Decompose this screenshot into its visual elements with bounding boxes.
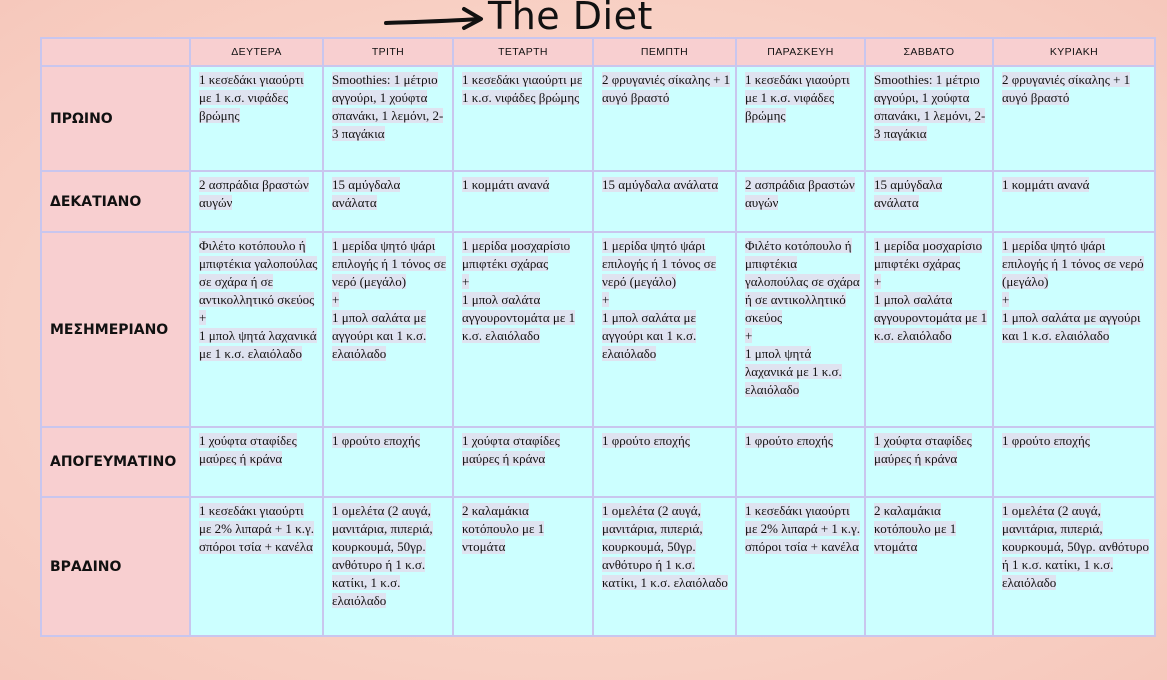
corner-cell (40, 37, 191, 67)
meal-label: ΜΕΣΗΜΕΡΙΑΝΟ (40, 231, 191, 428)
meal-text: 1 μερίδα ψητό ψάρι επιλογής ή 1 τόνος σε… (332, 238, 447, 361)
meal-cell: Φιλέτο κοτόπουλο ή μπιφτέκια γαλοπούλας … (189, 231, 324, 428)
day-header: ΣΑΒΒΑΤΟ (864, 37, 994, 67)
day-header: ΚΥΡΙΑΚΗ (992, 37, 1156, 67)
meal-label: ΔΕΚΑΤΙΑΝΟ (40, 170, 191, 233)
meal-cell: 1 μερίδα μοσχαρίσιο μπιφτέκι σχάρας + 1 … (452, 231, 594, 428)
meal-text: 1 κεσεδάκι γιαούρτι με 2% λιπαρά + 1 κ.γ… (745, 503, 860, 554)
meal-text: 1 ομελέτα (2 αυγά, μανιτάρια, πιπεριά, κ… (602, 503, 728, 590)
meal-text: 1 φρούτο εποχής (1002, 433, 1090, 448)
meal-row-afternoon-snack: ΑΠΟΓΕΥΜΑΤΙΝΟ 1 χούφτα σταφίδες μαύρες ή … (40, 426, 1156, 498)
meal-cell: 1 χούφτα σταφίδες μαύρες ή κράνα (452, 426, 594, 498)
meal-label: ΠΡΩΙΝΟ (40, 65, 191, 172)
meal-cell: 1 κομμάτι ανανά (452, 170, 594, 233)
meal-text: 2 ασπράδια βραστών αυγών (199, 177, 309, 210)
day-header: ΤΡΙΤΗ (322, 37, 454, 67)
meal-text: 1 κεσεδάκι γιαούρτι με 1 κ.σ. νιφάδες βρ… (745, 72, 850, 123)
meal-cell: 1 μερίδα ψητό ψάρι επιλογής ή 1 τόνος σε… (592, 231, 737, 428)
meal-cell: 2 καλαμάκια κοτόπουλο με 1 ντομάτα (864, 496, 994, 637)
meal-text: 1 ομελέτα (2 αυγά, μανιτάρια, πιπεριά, κ… (1002, 503, 1149, 590)
meal-cell: 2 ασπράδια βραστών αυγών (735, 170, 866, 233)
meal-text: 15 αμύγδαλα ανάλατα (874, 177, 943, 210)
meal-row-dinner: ΒΡΑΔΙΝΟ 1 κεσεδάκι γιαούρτι με 2% λιπαρά… (40, 496, 1156, 637)
meal-cell: 1 μερίδα ψητό ψάρι επιλογής ή 1 τόνος σε… (992, 231, 1156, 428)
meal-cell: 2 ασπράδια βραστών αυγών (189, 170, 324, 233)
meal-cell: 1 κεσεδάκι γιαούρτι με 1 κ.σ. νιφάδες βρ… (735, 65, 866, 172)
meal-cell: 1 κεσεδάκι γιαούρτι με 2% λιπαρά + 1 κ.γ… (735, 496, 866, 637)
meal-text: 1 κεσεδάκι γιαούρτι με 1 κ.σ. νιφάδες βρ… (199, 72, 304, 123)
meal-cell: 1 φρούτο εποχής (592, 426, 737, 498)
meal-text: 1 χούφτα σταφίδες μαύρες ή κράνα (874, 433, 972, 466)
day-header: ΠΑΡΑΣΚΕΥΗ (735, 37, 866, 67)
meal-text: 2 φρυγανιές σίκαλης + 1 αυγό βραστό (1002, 72, 1131, 105)
meal-text: 2 καλαμάκια κοτόπουλο με 1 ντομάτα (874, 503, 957, 554)
meal-cell: 1 κεσεδάκι γιαούρτι με 2% λιπαρά + 1 κ.γ… (189, 496, 324, 637)
meal-cell: 15 αμύγδαλα ανάλατα (864, 170, 994, 233)
meal-label: ΒΡΑΔΙΝΟ (40, 496, 191, 637)
meal-text: 1 κεσεδάκι γιαούρτι με 2% λιπαρά + 1 κ.γ… (199, 503, 314, 554)
meal-text: 1 ομελέτα (2 αυγά, μανιτάρια, πιπεριά, κ… (332, 503, 433, 608)
meal-text: 1 φρούτο εποχής (602, 433, 690, 448)
meal-cell: 15 αμύγδαλα ανάλατα (322, 170, 454, 233)
meal-cell: 1 μερίδα ψητό ψάρι επιλογής ή 1 τόνος σε… (322, 231, 454, 428)
meal-cell: 1 χούφτα σταφίδες μαύρες ή κράνα (189, 426, 324, 498)
meal-text: 1 μερίδα ψητό ψάρι επιλογής ή 1 τόνος σε… (1002, 238, 1144, 343)
meal-text: 15 αμύγδαλα ανάλατα (332, 177, 401, 210)
meal-cell: 2 φρυγανιές σίκαλης + 1 αυγό βραστό (992, 65, 1156, 172)
meal-text: 1 χούφτα σταφίδες μαύρες ή κράνα (462, 433, 560, 466)
meal-cell: 15 αμύγδαλα ανάλατα (592, 170, 737, 233)
meal-text: 2 καλαμάκια κοτόπουλο με 1 ντομάτα (462, 503, 545, 554)
diet-table: ΔΕΥΤΕΡΑ ΤΡΙΤΗ ΤΕΤΑΡΤΗ ΠΕΜΠΤΗ ΠΑΡΑΣΚΕΥΗ Σ… (40, 37, 1156, 637)
day-header: ΠΕΜΠΤΗ (592, 37, 737, 67)
meal-cell: 1 ομελέτα (2 αυγά, μανιτάρια, πιπεριά, κ… (592, 496, 737, 637)
meal-cell: 2 καλαμάκια κοτόπουλο με 1 ντομάτα (452, 496, 594, 637)
meal-text: 1 μερίδα ψητό ψάρι επιλογής ή 1 τόνος σε… (602, 238, 717, 361)
meal-text: 1 φρούτο εποχής (332, 433, 420, 448)
meal-label: ΑΠΟΓΕΥΜΑΤΙΝΟ (40, 426, 191, 498)
meal-cell: 1 φρούτο εποχής (735, 426, 866, 498)
meal-row-breakfast: ΠΡΩΙΝΟ 1 κεσεδάκι γιαούρτι με 1 κ.σ. νιφ… (40, 65, 1156, 172)
meal-text: 1 φρούτο εποχής (745, 433, 833, 448)
meal-cell: 1 κεσεδάκι γιαούρτι με 1 κ.σ. νιφάδες βρ… (189, 65, 324, 172)
meal-cell: 1 κεσεδάκι γιαούρτι με 1 κ.σ. νιφάδες βρ… (452, 65, 594, 172)
meal-text: Φιλέτο κοτόπουλο ή μπιφτέκια γαλοπούλας … (199, 238, 318, 361)
page-title: The Diet (488, 0, 653, 38)
meal-cell: Φιλέτο κοτόπουλο ή μπιφτέκια γαλοπούλας … (735, 231, 866, 428)
meal-row-snack-morning: ΔΕΚΑΤΙΑΝΟ 2 ασπράδια βραστών αυγών 15 αμ… (40, 170, 1156, 233)
meal-cell: 2 φρυγανιές σίκαλης + 1 αυγό βραστό (592, 65, 737, 172)
meal-cell: 1 ομελέτα (2 αυγά, μανιτάρια, πιπεριά, κ… (992, 496, 1156, 637)
meal-cell: Smoothies: 1 μέτριο αγγούρι, 1 χούφτα σπ… (322, 65, 454, 172)
meal-text: 2 ασπράδια βραστών αυγών (745, 177, 855, 210)
meal-text: 15 αμύγδαλα ανάλατα (602, 177, 719, 192)
meal-text: Smoothies: 1 μέτριο αγγούρι, 1 χούφτα σπ… (332, 72, 444, 141)
meal-text: 1 κομμάτι ανανά (462, 177, 550, 192)
meal-cell: 1 φρούτο εποχής (992, 426, 1156, 498)
meal-text: 1 μερίδα μοσχαρίσιο μπιφτέκι σχάρας + 1 … (462, 238, 576, 343)
page-header: The Diet (380, 0, 700, 38)
meal-cell: 1 χούφτα σταφίδες μαύρες ή κράνα (864, 426, 994, 498)
day-header-row: ΔΕΥΤΕΡΑ ΤΡΙΤΗ ΤΕΤΑΡΤΗ ΠΕΜΠΤΗ ΠΑΡΑΣΚΕΥΗ Σ… (40, 37, 1156, 67)
meal-cell: 1 ομελέτα (2 αυγά, μανιτάρια, πιπεριά, κ… (322, 496, 454, 637)
meal-text: Smoothies: 1 μέτριο αγγούρι, 1 χούφτα σπ… (874, 72, 986, 141)
arrow-right-icon (384, 7, 483, 30)
meal-text: 2 φρυγανιές σίκαλης + 1 αυγό βραστό (602, 72, 731, 105)
meal-cell: Smoothies: 1 μέτριο αγγούρι, 1 χούφτα σπ… (864, 65, 994, 172)
day-header: ΔΕΥΤΕΡΑ (189, 37, 324, 67)
meal-cell: 1 φρούτο εποχής (322, 426, 454, 498)
meal-text: 1 κεσεδάκι γιαούρτι με 1 κ.σ. νιφάδες βρ… (462, 72, 583, 105)
meal-text: 1 κομμάτι ανανά (1002, 177, 1090, 192)
meal-text: 1 μερίδα μοσχαρίσιο μπιφτέκι σχάρας + 1 … (874, 238, 988, 343)
meal-cell: 1 μερίδα μοσχαρίσιο μπιφτέκι σχάρας + 1 … (864, 231, 994, 428)
meal-text: Φιλέτο κοτόπουλο ή μπιφτέκια γαλοπούλας … (745, 238, 860, 397)
meal-text: 1 χούφτα σταφίδες μαύρες ή κράνα (199, 433, 297, 466)
day-header: ΤΕΤΑΡΤΗ (452, 37, 594, 67)
meal-cell: 1 κομμάτι ανανά (992, 170, 1156, 233)
meal-row-lunch: ΜΕΣΗΜΕΡΙΑΝΟ Φιλέτο κοτόπουλο ή μπιφτέκια… (40, 231, 1156, 428)
